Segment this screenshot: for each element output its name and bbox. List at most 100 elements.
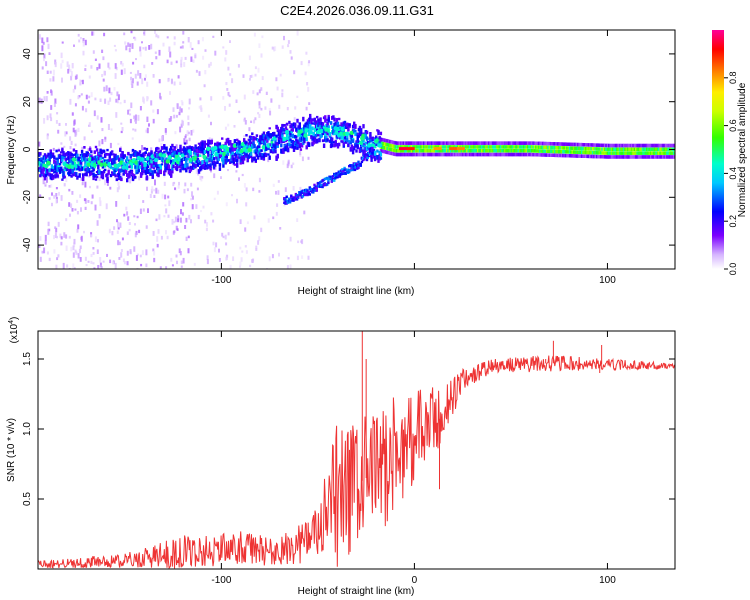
spectral-band-cell: [498, 145, 501, 149]
spectral-band-cell: [487, 145, 491, 149]
spectral-band-cell: [393, 148, 396, 152]
spectral-trace-cell: [276, 153, 279, 159]
spectral-band-cell: [625, 147, 628, 152]
spectral-trace-cell: [256, 157, 260, 160]
spectral-noise-cell: [116, 230, 119, 234]
colorbar-tick-label: 0.4: [728, 167, 738, 180]
spectral-trace-cell: [39, 174, 42, 178]
spectral-band-cell: [468, 152, 472, 157]
spectral-trace-cell: [171, 153, 174, 157]
spectral-band-cell: [497, 145, 500, 149]
spectral-trace-cell: [121, 151, 124, 155]
spectral-band-cell: [583, 146, 587, 151]
spectral-band-cell: [643, 143, 646, 148]
spectral-band-cell: [652, 143, 655, 148]
spectral-band-cell: [441, 149, 445, 153]
spectral-noise-cell: [46, 70, 49, 74]
spectral-band-cell: [641, 147, 645, 152]
spectral-noise-cell: [145, 249, 148, 256]
spectral-noise-cell: [188, 107, 191, 110]
spectral-band-cell: [605, 155, 608, 159]
spectral-noise-cell: [74, 85, 76, 90]
spectral-trace-cell: [265, 153, 268, 157]
spectral-trace-cell: [171, 170, 174, 174]
spectral-trace-cell: [170, 173, 173, 178]
spectral-trace-cell: [276, 126, 279, 131]
spectral-band-cell: [455, 152, 458, 157]
spectral-trace-cell: [270, 141, 274, 144]
spectral-trace-cell: [255, 146, 259, 151]
spectral-secondary-cell: [353, 168, 357, 172]
spectral-trace-cell: [236, 159, 239, 163]
spectral-trace-cell: [320, 125, 323, 129]
spectral-trace-cell: [79, 160, 83, 165]
spectral-trace-cell: [51, 174, 55, 178]
spectral-trace-cell: [373, 150, 377, 156]
spectral-band-cell: [560, 153, 564, 158]
spectral-trace-cell: [234, 152, 238, 156]
spectral-band-cell: [487, 149, 491, 153]
spectral-noise-cell: [109, 186, 112, 190]
spectral-band-cell: [391, 144, 395, 148]
spectral-band-cell: [578, 146, 581, 151]
spectral-band-cell: [614, 151, 618, 155]
spectral-noise-cell: [57, 129, 60, 134]
spectral-trace-cell: [61, 178, 64, 181]
spectral-band-cell: [404, 149, 407, 153]
spectral-trace-cell: [306, 125, 310, 129]
spectral-trace-cell: [178, 152, 181, 156]
spectral-band-cell: [483, 152, 487, 157]
spectral-noise-cell: [190, 130, 193, 136]
spectral-band-cell: [622, 147, 626, 152]
spectral-noise-cell: [109, 97, 112, 102]
spectral-trace-cell: [143, 170, 146, 174]
spectral-trace-cell: [99, 157, 102, 161]
spectral-band-cell: [582, 150, 585, 155]
spectral-noise-cell: [134, 128, 137, 132]
spectral-noise-cell: [155, 56, 158, 60]
spectral-trace-cell: [236, 163, 239, 168]
spectral-band-cell: [645, 143, 649, 148]
spectral-band-cell: [475, 145, 478, 149]
spectral-trace-cell: [295, 135, 298, 139]
spectral-noise-cell: [90, 92, 93, 98]
spectral-band-cell: [618, 155, 622, 159]
spectral-noise-cell: [249, 264, 252, 268]
spectral-band-cell: [666, 143, 669, 148]
spectral-noise-cell: [94, 166, 97, 171]
spectral-band-cell: [521, 141, 524, 145]
spectral-noise-cell: [71, 191, 74, 195]
spectral-peak-dot: [87, 157, 93, 162]
spectral-band-cell: [508, 141, 511, 145]
spectral-trace-cell: [84, 163, 87, 167]
spectral-peak-dot: [113, 163, 118, 168]
spectral-band-cell: [467, 149, 470, 153]
spectral-band-cell: [641, 155, 645, 159]
spectral-trace-cell: [285, 122, 289, 126]
spectral-noise-cell: [168, 118, 171, 122]
spectral-band-cell: [460, 141, 464, 145]
spectral-noise-cell: [286, 163, 289, 169]
spectral-band-cell: [536, 149, 539, 153]
spectral-trace-cell: [211, 161, 215, 166]
spectral-noise-cell: [264, 106, 267, 110]
spectral-noise-cell: [235, 170, 238, 173]
spectral-band-cell: [590, 143, 593, 147]
spectral-trace-cell: [121, 158, 124, 162]
spectral-noise-cell: [117, 181, 120, 186]
spectral-noise-cell: [148, 123, 150, 127]
spectral-noise-cell: [307, 156, 310, 160]
spectral-noise-cell: [139, 46, 142, 52]
spectral-noise-cell: [201, 176, 204, 179]
spectral-trace-cell: [316, 141, 319, 144]
spectral-band-cell: [489, 141, 492, 145]
spectral-band-cell: [441, 141, 445, 145]
spectral-noise-cell: [106, 181, 109, 186]
spectral-band-cell: [659, 143, 662, 148]
spectral-trace-cell: [111, 150, 114, 153]
spectral-noise-cell: [103, 32, 106, 37]
spectral-band-cell: [524, 149, 527, 153]
spectral-noise-cell: [94, 97, 97, 101]
spectral-noise-cell: [47, 228, 50, 235]
spectral-trace-cell: [112, 153, 115, 156]
